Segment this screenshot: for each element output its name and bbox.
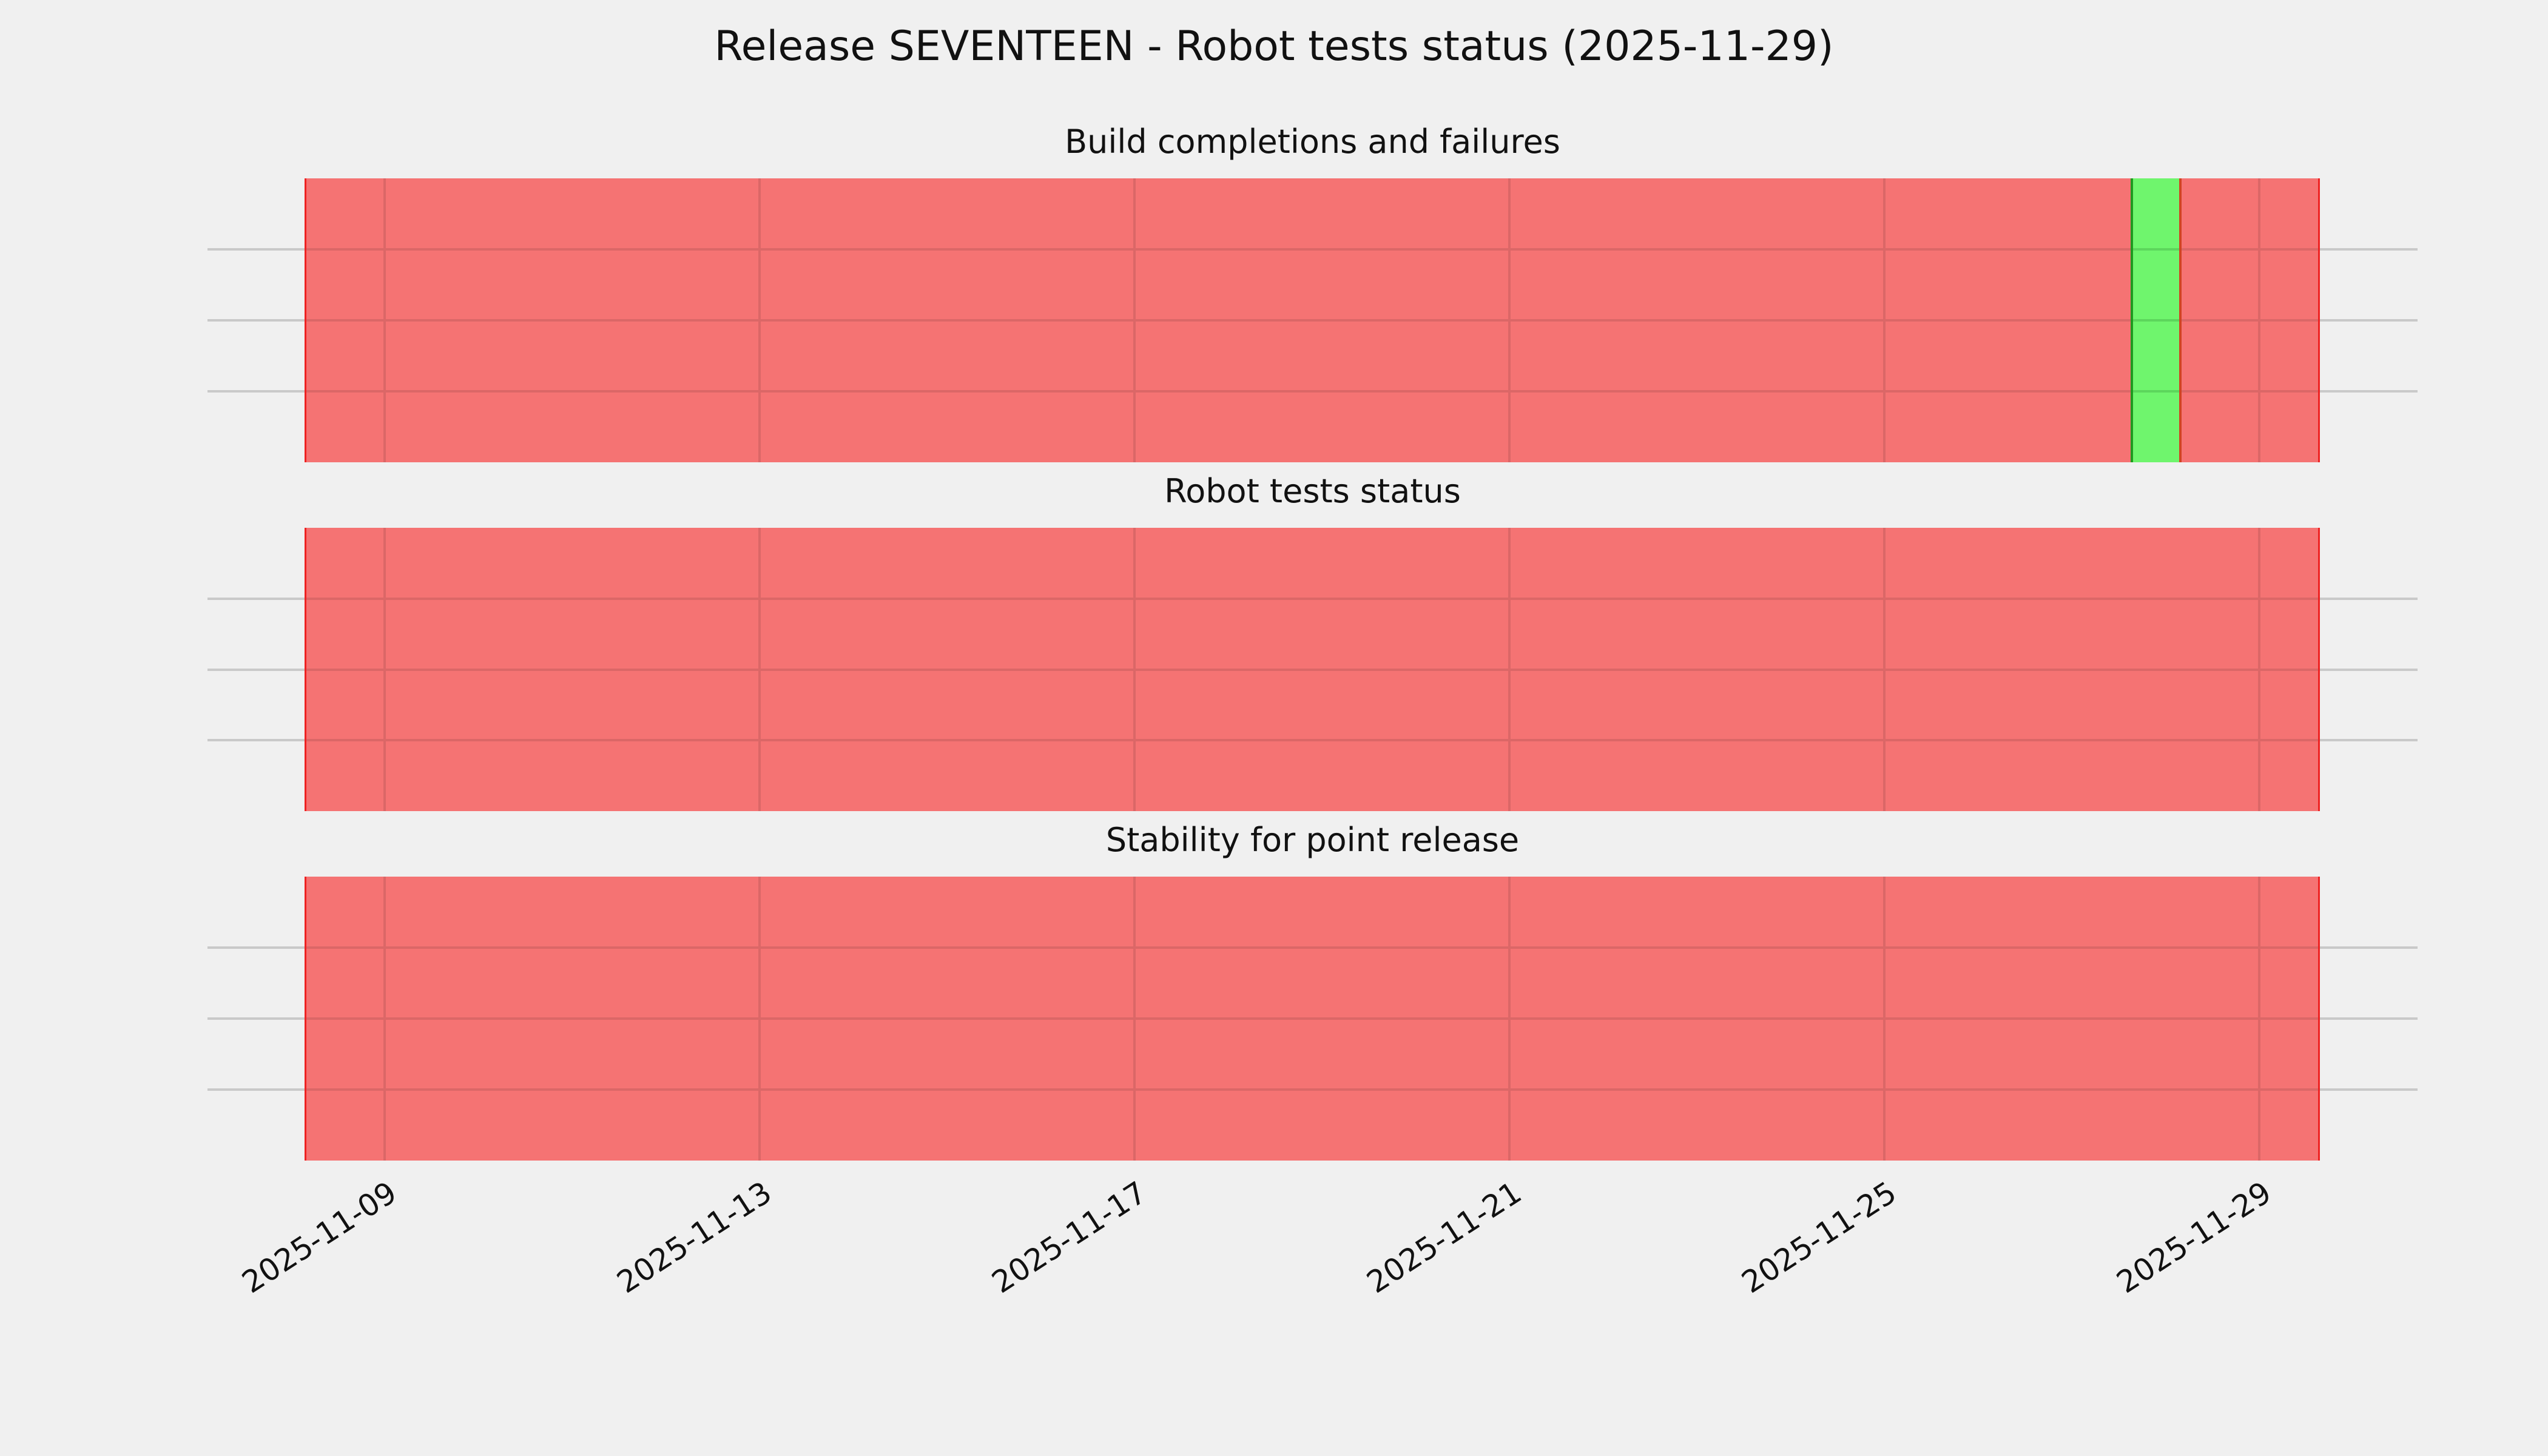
gridline-through-band (306, 248, 2318, 251)
gridline-through-band (306, 319, 2318, 322)
tick-gridline-through-band (758, 877, 761, 1161)
tick-gridline-through-band (1508, 528, 1511, 811)
gridline-through-pass-window (2133, 319, 2179, 322)
x-tick-label: 2025-11-21 (1361, 1175, 1528, 1301)
status-band (305, 178, 2320, 462)
panel-title-stability-point-release: Stability for point release (1105, 821, 1520, 859)
x-tick-label: 2025-11-13 (611, 1175, 778, 1301)
tick-gridline-through-band (2258, 877, 2260, 1161)
tick-gridline-through-band (2258, 528, 2260, 811)
tick-gridline-through-band (1133, 178, 1136, 462)
tick-gridline-through-band (1133, 528, 1136, 811)
pass-window-stripe (2131, 178, 2182, 462)
tick-gridline-through-band (383, 877, 386, 1161)
panel-build-completions: Build completions and failures (207, 123, 2418, 462)
tick-gridline-through-band (383, 528, 386, 811)
gridline-through-band (306, 1088, 2318, 1091)
gridline-through-band (306, 597, 2318, 600)
figure-title: Release SEVENTEEN - Robot tests status (… (714, 22, 1834, 70)
panel-stability-point-release: Stability for point release (207, 821, 2418, 1161)
tick-gridline-through-band (758, 178, 761, 462)
gridline-through-pass-window (2133, 390, 2179, 393)
tick-gridline-through-band (1883, 877, 1886, 1161)
tick-gridline-through-band (1883, 528, 1886, 811)
x-tick-label: 2025-11-25 (1736, 1175, 1903, 1301)
panel-title-robot-tests-status: Robot tests status (1164, 472, 1461, 510)
tick-gridline-through-band (1508, 877, 1511, 1161)
tick-gridline-through-band (1508, 178, 1511, 462)
status-band (305, 877, 2320, 1161)
tick-gridline-through-band (383, 178, 386, 462)
gridline-through-band (306, 668, 2318, 671)
x-tick-label: 2025-11-17 (986, 1175, 1153, 1301)
panel-robot-tests-status: Robot tests status (207, 472, 2418, 811)
x-tick-label: 2025-11-09 (236, 1175, 403, 1301)
status-band (305, 528, 2320, 811)
gridline-through-band (306, 1017, 2318, 1020)
gridline-through-band (306, 739, 2318, 742)
panel-title-build-completions: Build completions and failures (1065, 123, 1560, 161)
gridline-through-pass-window (2133, 248, 2179, 251)
tick-gridline-through-band (1133, 877, 1136, 1161)
gridline-through-band (306, 390, 2318, 393)
gridline-through-band (306, 946, 2318, 949)
tick-gridline-through-band (1883, 178, 1886, 462)
x-tick-label: 2025-11-29 (2111, 1175, 2278, 1301)
tick-gridline-through-band (2258, 178, 2260, 462)
tick-gridline-through-band (758, 528, 761, 811)
